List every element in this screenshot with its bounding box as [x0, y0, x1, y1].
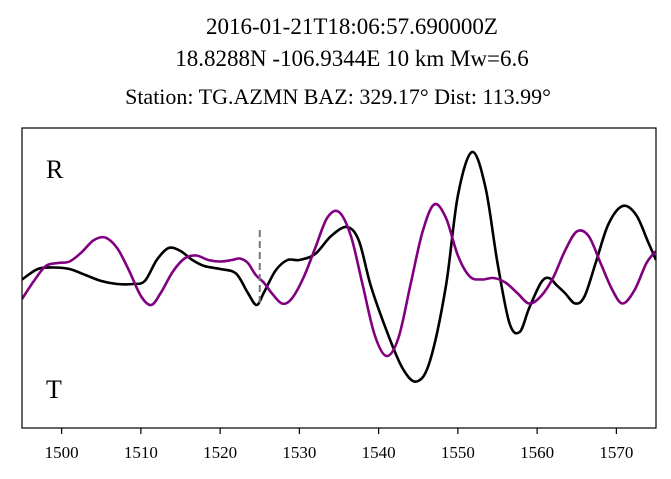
component-label-t: T: [46, 375, 62, 404]
x-tick-label: 1570: [599, 443, 633, 462]
trace-purple: [22, 204, 656, 356]
x-tick-label: 1540: [362, 443, 396, 462]
chart-title-line-1: 2016-01-21T18:06:57.690000Z: [206, 14, 498, 39]
plot-frame: [22, 128, 656, 428]
chart-subtitle: Station: TG.AZMN BAZ: 329.17° Dist: 113.…: [125, 84, 551, 109]
x-tick-label: 1500: [45, 443, 79, 462]
x-tick-label: 1520: [203, 443, 237, 462]
x-tick-label: 1560: [520, 443, 554, 462]
x-tick-label: 1550: [441, 443, 475, 462]
component-label-r: R: [46, 155, 64, 184]
trace-black: [22, 152, 656, 382]
chart-title-line-2: 18.8288N -106.9344E 10 km Mw=6.6: [175, 46, 529, 71]
x-tick-label: 1530: [282, 443, 316, 462]
x-tick-label: 1510: [124, 443, 158, 462]
